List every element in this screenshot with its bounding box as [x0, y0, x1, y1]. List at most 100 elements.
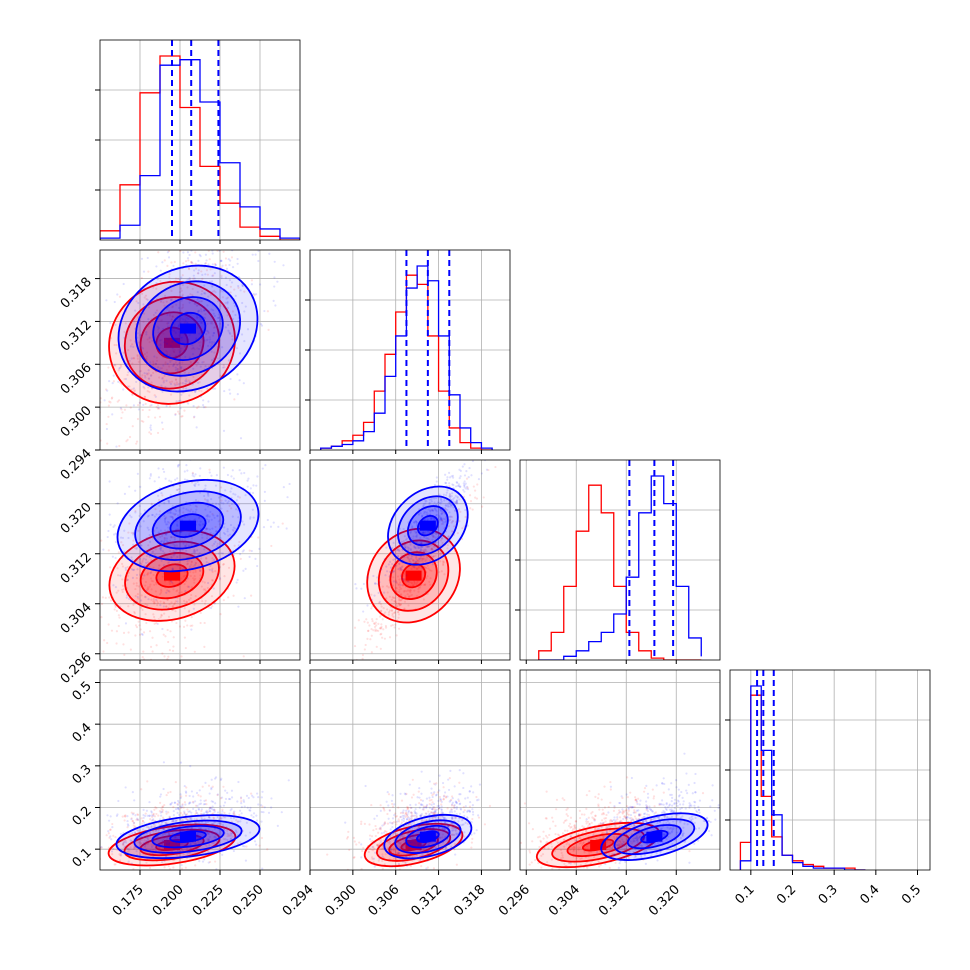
- scatter-point: [199, 317, 202, 321]
- scatter-point: [398, 604, 401, 607]
- scatter-point: [232, 492, 235, 495]
- scatter-point: [370, 803, 373, 807]
- scatter-point: [409, 594, 412, 597]
- scatter-point: [430, 875, 432, 877]
- scatter-point: [154, 416, 157, 419]
- scatter-point: [414, 547, 417, 550]
- scatter-point: [280, 811, 283, 814]
- scatter-point: [447, 524, 450, 528]
- scatter-point: [219, 486, 223, 489]
- scatter-point: [208, 792, 211, 795]
- scatter-point: [451, 817, 454, 820]
- scatter-point: [191, 800, 195, 803]
- scatter-point: [199, 802, 203, 805]
- scatter-point: [155, 807, 158, 810]
- scatter-point: [260, 804, 263, 807]
- scatter-point: [446, 825, 450, 828]
- scatter-point: [170, 289, 173, 292]
- scatter-point: [142, 320, 145, 323]
- scatter-point: [180, 848, 184, 851]
- scatter-point: [205, 269, 209, 272]
- scatter-point: [449, 505, 452, 508]
- scatter-point: [96, 581, 98, 583]
- scatter-point: [169, 382, 173, 386]
- scatter-point: [171, 649, 175, 652]
- scatter-point: [248, 517, 252, 520]
- scatter-point: [230, 487, 233, 490]
- scatter-point: [178, 567, 182, 570]
- scatter-point: [379, 827, 382, 830]
- scatter-point: [160, 807, 163, 810]
- scatter-point: [124, 568, 127, 572]
- scatter-point: [175, 563, 178, 566]
- scatter-point: [221, 296, 224, 299]
- scatter-point: [428, 531, 431, 534]
- scatter-point: [440, 570, 443, 573]
- scatter-point: [144, 558, 148, 561]
- scatter-point: [397, 583, 400, 587]
- scatter-point: [273, 285, 276, 288]
- scatter-point: [134, 489, 137, 492]
- scatter-point: [154, 824, 157, 827]
- scatter-point: [124, 377, 128, 381]
- scatter-point: [346, 837, 349, 840]
- scatter-point: [135, 559, 138, 562]
- scatter-point: [139, 628, 142, 631]
- scatter-point: [111, 683, 113, 685]
- scatter-point: [230, 256, 234, 259]
- scatter-point: [464, 515, 467, 519]
- scatter-point: [224, 307, 227, 310]
- scatter-point: [368, 847, 372, 850]
- y-tick-label: 0.1: [70, 845, 95, 870]
- scatter-point: [205, 518, 209, 521]
- scatter-point: [227, 245, 229, 247]
- scatter-point: [252, 484, 255, 487]
- scatter-point: [111, 413, 114, 416]
- scatter-point: [135, 547, 138, 551]
- scatter-point: [473, 445, 475, 447]
- scatter-point: [425, 537, 428, 540]
- scatter-point: [190, 299, 194, 302]
- scatter-point: [136, 357, 139, 360]
- scatter-point: [194, 262, 197, 265]
- scatter-point: [148, 321, 151, 324]
- scatter-point: [430, 548, 433, 551]
- scatter-point: [201, 273, 204, 276]
- scatter-point: [121, 843, 125, 846]
- density-peak-blue: [180, 520, 196, 531]
- scatter-point: [425, 819, 428, 822]
- scatter-point: [142, 808, 145, 811]
- scatter-point: [196, 272, 200, 275]
- scatter-point: [142, 520, 145, 523]
- scatter-point: [118, 470, 120, 472]
- scatter-point: [185, 818, 188, 821]
- scatter-point: [180, 289, 183, 292]
- scatter-point: [428, 501, 431, 504]
- scatter-point: [160, 546, 163, 549]
- scatter-point: [105, 427, 109, 431]
- scatter-point: [114, 835, 117, 839]
- scatter-point: [405, 814, 408, 817]
- scatter-point: [208, 568, 211, 571]
- scatter-point: [84, 400, 86, 402]
- scatter-point: [154, 829, 157, 833]
- scatter-point: [130, 811, 133, 814]
- scatter-point: [457, 508, 461, 511]
- scatter-point: [421, 545, 424, 548]
- scatter-point: [395, 821, 398, 824]
- scatter-point: [147, 528, 150, 531]
- scatter-point: [229, 285, 232, 288]
- scatter-point: [409, 530, 413, 533]
- scatter-point: [218, 523, 221, 526]
- scatter-point: [213, 314, 216, 318]
- scatter-point: [178, 818, 181, 821]
- scatter-point: [163, 536, 166, 540]
- scatter-point: [162, 381, 165, 384]
- scatter-point: [188, 852, 191, 855]
- scatter-point: [179, 382, 182, 385]
- scatter-point: [140, 788, 143, 791]
- scatter-point: [121, 588, 124, 591]
- scatter-point: [434, 509, 438, 512]
- scatter-point: [176, 589, 179, 592]
- scatter-point: [194, 570, 197, 573]
